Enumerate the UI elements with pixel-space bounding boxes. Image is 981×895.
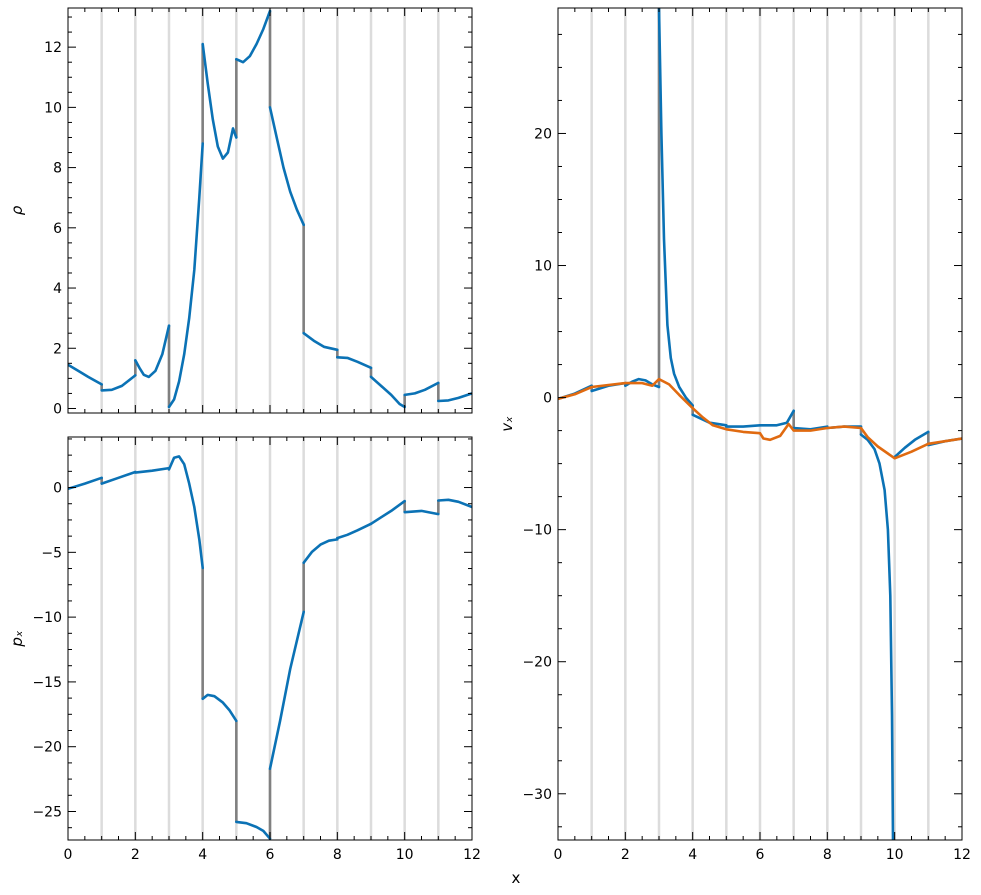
series-line-blue <box>893 430 930 459</box>
y-tick-label: 2 <box>53 341 62 357</box>
x-tick-label: 12 <box>953 847 971 863</box>
x-tick-label: 2 <box>621 847 630 863</box>
series-line-blue <box>134 324 171 379</box>
y-tick-label: −10 <box>32 610 62 626</box>
series-line-blue <box>859 433 895 840</box>
series-line-blue <box>302 331 339 352</box>
series-line-blue <box>201 693 238 723</box>
series-line-orange <box>558 377 962 460</box>
x-tick-label: 10 <box>886 847 904 863</box>
series-line-blue <box>268 610 306 771</box>
x-tick-label: 8 <box>823 847 832 863</box>
x-tick-label: 6 <box>756 847 765 863</box>
y-tick-label: −5 <box>41 545 62 561</box>
series-line-blue <box>167 455 204 570</box>
y-tick-label: −30 <box>522 787 552 803</box>
series-line-blue <box>167 142 204 409</box>
series-line-blue <box>335 355 373 370</box>
series-line-blue <box>436 392 472 403</box>
plot-area <box>558 8 962 840</box>
series-line-blue <box>68 363 103 386</box>
series-line-blue <box>657 8 695 407</box>
series-line-blue <box>201 42 238 160</box>
series-line-blue <box>134 466 171 474</box>
x-tick-label: 4 <box>688 847 697 863</box>
plot-area <box>68 455 472 840</box>
y-tick-label: 0 <box>53 401 62 417</box>
x-tick-label: 0 <box>554 847 563 863</box>
series-line-blue <box>100 470 137 485</box>
y-tick-label: −25 <box>32 804 62 820</box>
x-tick-label: 4 <box>198 847 207 863</box>
x-tick-label: 6 <box>266 847 275 863</box>
y-axis-label: ρ <box>8 205 26 215</box>
series-line-blue <box>100 374 137 392</box>
series-line-blue <box>302 538 339 565</box>
y-tick-label: 10 <box>534 259 552 275</box>
y-tick-label: 0 <box>543 391 552 407</box>
series-line-blue <box>436 498 472 509</box>
momentum-panel: 0 2 4 6 8 10 12 0 −5 −10 −15 −20 −25 pₓ <box>8 436 481 863</box>
series-line-blue <box>268 106 306 227</box>
y-tick-label: 20 <box>534 126 552 142</box>
x-tick-label: 10 <box>396 847 414 863</box>
series-line-blue <box>403 509 440 516</box>
series-line-blue <box>369 375 407 409</box>
series-line-blue <box>403 381 440 397</box>
series-line-blue <box>724 423 762 428</box>
y-tick-label: −15 <box>32 675 62 691</box>
shared-x-axis-label: x <box>512 869 521 887</box>
series-line-blue <box>369 499 407 526</box>
y-tick-label: 6 <box>53 221 62 237</box>
y-tick-label: 12 <box>44 40 62 56</box>
y-tick-label: −20 <box>32 740 62 756</box>
velocity-panel: 0 2 4 6 8 10 12 20 10 0 −10 −20 −30 vₓ <box>498 7 971 863</box>
y-tick-label: −20 <box>522 655 552 671</box>
y-tick-label: −10 <box>522 523 552 539</box>
y-tick-label: 0 <box>53 481 62 497</box>
y-tick-label: 4 <box>53 281 62 297</box>
y-tick-label: 10 <box>44 100 62 116</box>
x-tick-label: 2 <box>131 847 140 863</box>
y-axis-label: pₓ <box>8 630 26 648</box>
density-panel: 0 2 4 6 8 10 12 ρ <box>8 7 473 417</box>
y-axis-label: vₓ <box>498 416 516 432</box>
x-tick-label: 8 <box>333 847 342 863</box>
y-tick-label: 8 <box>53 161 62 177</box>
series-line-blue <box>235 9 272 64</box>
series-line-blue <box>235 820 272 840</box>
x-tick-label: 0 <box>64 847 73 863</box>
plot-area <box>68 9 472 409</box>
series-line-blue <box>335 522 373 540</box>
x-tick-label: 12 <box>463 847 481 863</box>
series-line-blue <box>758 409 796 427</box>
